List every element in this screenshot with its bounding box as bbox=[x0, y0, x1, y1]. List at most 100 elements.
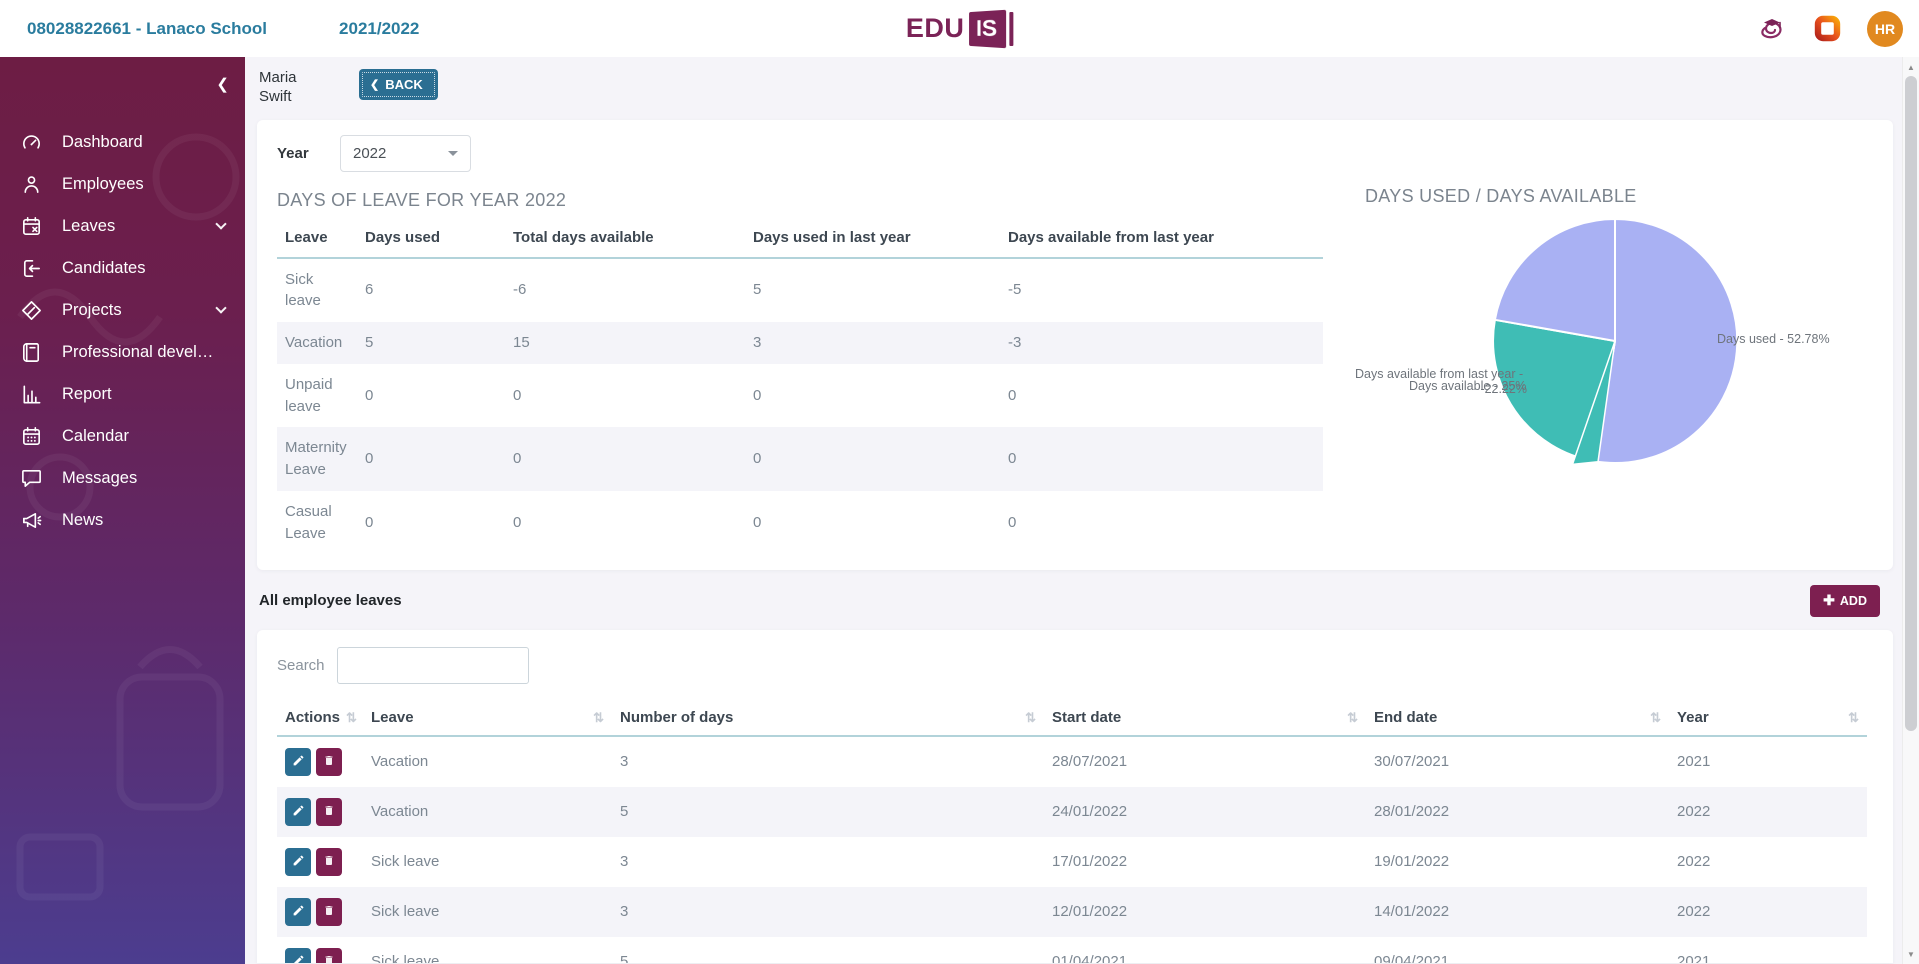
delete-button[interactable] bbox=[316, 847, 342, 876]
end-date-cell: 19/01/2022 bbox=[1374, 853, 1450, 870]
leaves-col-year[interactable]: Year ⇅ bbox=[1669, 702, 1867, 737]
book-icon bbox=[20, 341, 46, 364]
search-input[interactable] bbox=[336, 646, 529, 684]
school-year-link[interactable]: 2021/2022 bbox=[339, 18, 420, 38]
eduis-logo[interactable]: EDU IS bbox=[906, 9, 1014, 48]
megaphone-icon bbox=[20, 509, 46, 532]
sort-icon[interactable]: ⇅ bbox=[1347, 709, 1358, 725]
person-icon bbox=[20, 173, 46, 196]
school-link[interactable]: 08028822661 - Lanaco School bbox=[27, 18, 268, 38]
trash-icon bbox=[323, 804, 335, 820]
vertical-scrollbar[interactable]: ▲ ▼ bbox=[1902, 57, 1919, 964]
sidebar-item-report[interactable]: Report bbox=[0, 373, 245, 415]
sidebar-item-label: News bbox=[62, 510, 104, 529]
sidebar-item-label: Projects bbox=[62, 300, 122, 319]
leaves-col-leave[interactable]: Leave ⇅ bbox=[363, 702, 612, 737]
sidebar-item-professional-develop[interactable]: Professional develop... bbox=[0, 331, 245, 373]
sidebar-item-projects[interactable]: Projects bbox=[0, 289, 245, 331]
scroll-up-arrow[interactable]: ▲ bbox=[1907, 62, 1915, 72]
office-icon[interactable] bbox=[1814, 15, 1841, 42]
edit-button[interactable] bbox=[285, 797, 311, 826]
pie-label-days-used: Days used - 52.78% bbox=[1717, 331, 1830, 346]
back-button[interactable]: ❮ BACK bbox=[359, 69, 438, 100]
trash-icon bbox=[323, 954, 335, 963]
value-cell: 0 bbox=[1008, 450, 1017, 468]
sidebar-item-label: Candidates bbox=[62, 258, 146, 277]
sidebar-item-label: Professional develop... bbox=[62, 342, 217, 361]
sidebar-item-leaves[interactable]: Leaves bbox=[0, 205, 245, 247]
scroll-down-arrow[interactable]: ▼ bbox=[1907, 949, 1915, 959]
value-cell: 3 bbox=[753, 334, 762, 351]
pie-slice-days-available-from-last-year[interactable] bbox=[1493, 217, 1616, 342]
year-cell: 2022 bbox=[1677, 903, 1711, 920]
all-leaves-card: Search Actions ⇅ Leave ⇅ Number of days ⇅ Star… bbox=[257, 629, 1893, 963]
leaves-col-actions[interactable]: Actions ⇅ bbox=[277, 702, 363, 737]
caret-down-icon bbox=[448, 150, 458, 156]
page-head: Maria Swift ❮ BACK bbox=[245, 57, 1902, 107]
delete-button[interactable] bbox=[316, 797, 342, 826]
start-date-cell: 01/04/2021 bbox=[1052, 953, 1128, 963]
chevron-down-icon bbox=[215, 302, 227, 314]
delete-button[interactable] bbox=[316, 747, 342, 776]
value-cell: 0 bbox=[753, 513, 762, 531]
delete-button[interactable] bbox=[316, 947, 342, 963]
edit-button[interactable] bbox=[285, 947, 311, 963]
leave-row: Sick leave 3 12/01/2022 14/01/2022 2022 bbox=[277, 886, 1867, 937]
graduation-cap-icon[interactable] bbox=[1756, 15, 1788, 43]
value-cell: 0 bbox=[513, 450, 522, 468]
sidebar-item-label: Employees bbox=[62, 174, 144, 193]
sidebar-item-calendar[interactable]: Calendar bbox=[0, 415, 245, 457]
pie-slice-days-used[interactable] bbox=[1592, 217, 1739, 464]
add-leave-button[interactable]: ✚ ADD bbox=[1810, 584, 1880, 617]
delete-button[interactable] bbox=[316, 897, 342, 926]
sidebar-collapse-icon[interactable]: ❮ bbox=[216, 76, 229, 93]
sort-icon[interactable]: ⇅ bbox=[1025, 709, 1036, 725]
year-cell: 2021 bbox=[1677, 753, 1711, 770]
search-row: Search bbox=[277, 646, 1893, 684]
value-cell: 6 bbox=[365, 281, 374, 299]
top-right-icons: HR bbox=[1756, 10, 1903, 47]
pie-label-days-available-last-year: Days available from last year - -22.22% bbox=[1355, 366, 1527, 396]
edit-button[interactable] bbox=[285, 847, 311, 876]
chat-icon bbox=[20, 467, 46, 490]
year-cell: 2022 bbox=[1677, 803, 1711, 820]
scrollbar-thumb[interactable] bbox=[1905, 76, 1917, 731]
days-cell: 3 bbox=[620, 903, 629, 920]
edit-button[interactable] bbox=[285, 747, 311, 776]
sidebar-item-candidates[interactable]: Candidates bbox=[0, 247, 245, 289]
value-cell: 0 bbox=[753, 450, 762, 468]
leaves-col-number-of-days[interactable]: Number of days ⇅ bbox=[612, 702, 1044, 737]
summary-col-days-available-from-last-year: Days available from last year bbox=[1000, 220, 1323, 259]
value-cell: 0 bbox=[1008, 513, 1017, 531]
start-date-cell: 28/07/2021 bbox=[1052, 753, 1128, 770]
year-select[interactable]: 2022 bbox=[340, 134, 471, 172]
value-cell: 0 bbox=[513, 386, 522, 404]
sidebar-item-label: Report bbox=[62, 384, 112, 403]
sort-icon[interactable]: ⇅ bbox=[1650, 709, 1661, 725]
user-avatar[interactable]: HR bbox=[1867, 10, 1903, 47]
leave-type-cell: Vacation bbox=[285, 334, 343, 351]
main-content: Maria Swift ❮ BACK Year 2022 DAYS OF LEA… bbox=[245, 57, 1902, 964]
leaves-col-end-date[interactable]: End date ⇅ bbox=[1366, 702, 1669, 737]
summary-row-sick-leave: Sick leave 6 -6 5 -5 bbox=[277, 258, 1323, 323]
sidebar-item-employees[interactable]: Employees bbox=[0, 163, 245, 205]
sidebar-item-label: Messages bbox=[62, 468, 138, 487]
start-date-cell: 12/01/2022 bbox=[1052, 903, 1128, 920]
leave-type-cell: Maternity Leave bbox=[285, 439, 347, 478]
sidebar-item-news[interactable]: News bbox=[0, 499, 245, 541]
sort-icon[interactable]: ⇅ bbox=[593, 709, 604, 725]
chevron-left-icon: ❮ bbox=[370, 79, 380, 91]
end-date-cell: 30/07/2021 bbox=[1374, 753, 1450, 770]
sidebar-item-dashboard[interactable]: Dashboard bbox=[0, 121, 245, 163]
sort-icon[interactable]: ⇅ bbox=[346, 709, 357, 725]
days-cell: 3 bbox=[620, 853, 629, 870]
sidebar-item-messages[interactable]: Messages bbox=[0, 457, 245, 499]
year-cell: 2021 bbox=[1677, 953, 1711, 963]
value-cell: 15 bbox=[513, 334, 530, 351]
sort-icon[interactable]: ⇅ bbox=[1848, 709, 1859, 725]
trash-icon bbox=[323, 754, 335, 770]
leaves-col-start-date[interactable]: Start date ⇅ bbox=[1044, 702, 1366, 737]
summary-col-leave[interactable]: Leave bbox=[277, 220, 357, 259]
edit-button[interactable] bbox=[285, 897, 311, 926]
